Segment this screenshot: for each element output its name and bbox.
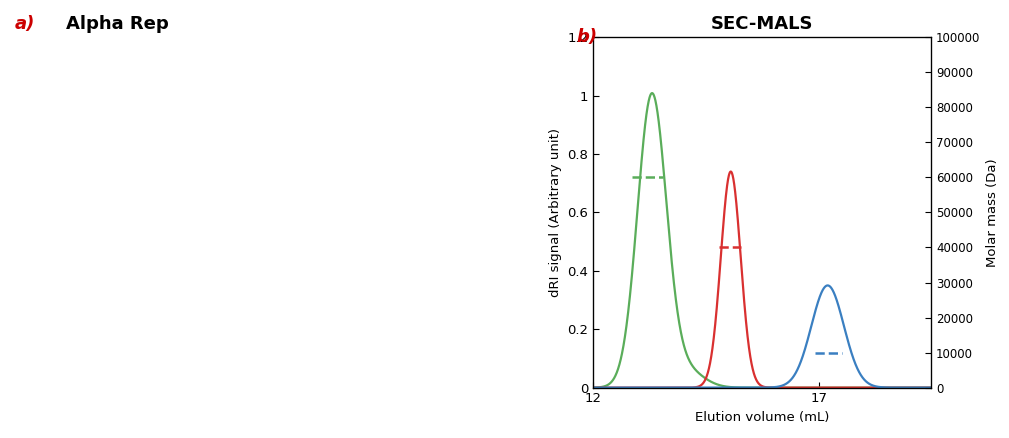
Y-axis label: Molar mass (Da): Molar mass (Da) xyxy=(986,158,999,267)
Y-axis label: dRI signal (Arbitrary unit): dRI signal (Arbitrary unit) xyxy=(549,128,562,297)
X-axis label: Elution volume (mL): Elution volume (mL) xyxy=(695,411,829,424)
Text: b): b) xyxy=(576,28,597,46)
Text: Alpha Rep: Alpha Rep xyxy=(66,15,169,33)
Text: a): a) xyxy=(14,15,34,33)
Title: SEC-MALS: SEC-MALS xyxy=(711,15,813,33)
